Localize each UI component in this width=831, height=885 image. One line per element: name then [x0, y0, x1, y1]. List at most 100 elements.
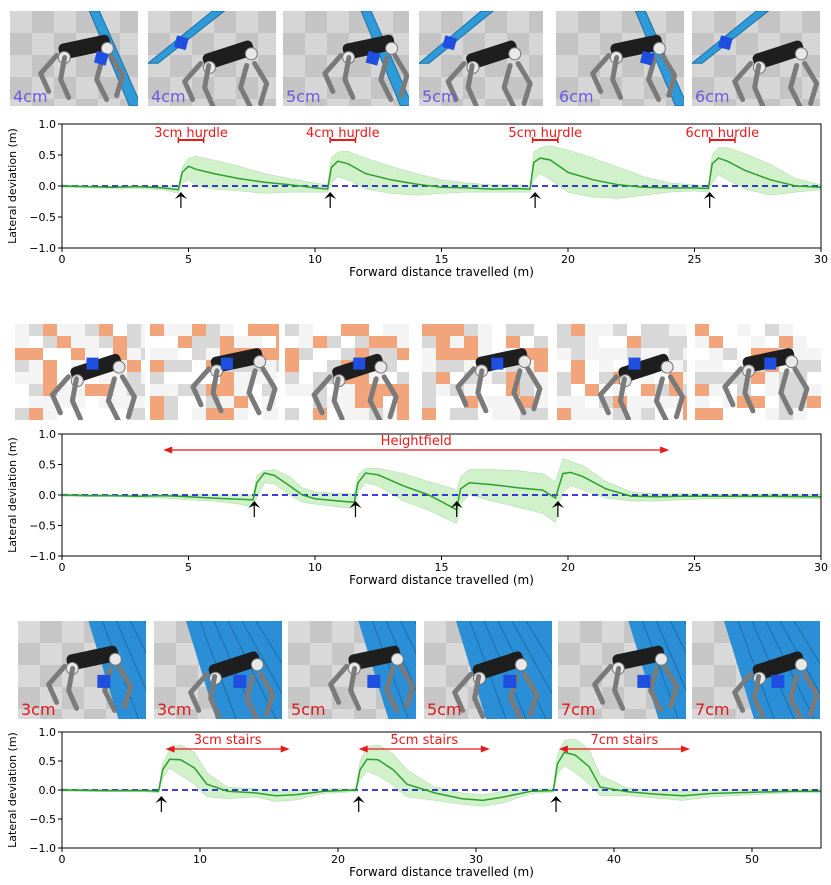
line-chart: 3cm stairs 5cm stairs 7cm stairs 0 10 20 30 40 5… — [6, 726, 822, 879]
robot-dog-stairs-icon — [154, 621, 282, 719]
x-tick-label: 30 — [814, 253, 828, 266]
x-tick-label: 25 — [688, 253, 702, 266]
y-tick-label: −0.5 — [29, 520, 56, 533]
x-axis-label: Forward distance travelled (m) — [349, 573, 534, 587]
annotation-label: 3cm stairs — [194, 733, 262, 748]
thumbnail-caption: 5cm — [422, 87, 457, 106]
y-axis-label: Lateral deviation (m) — [6, 128, 19, 244]
x-tick-label: 10 — [308, 561, 322, 574]
thumbnail-caption: 3cm — [21, 700, 56, 719]
push-arrow-icon — [551, 501, 564, 517]
annotation-label: 6cm hurdle — [685, 126, 759, 141]
terrain-annotation: 7cm stairs — [558, 733, 690, 753]
scene-thumbnail: 4cm — [10, 11, 138, 106]
x-tick-label: 5 — [185, 253, 192, 266]
y-tick-label: −1.0 — [29, 242, 56, 255]
x-tick-label: 15 — [435, 253, 449, 266]
robot-dog-hurdle-icon — [283, 11, 409, 106]
x-axis-label: Forward distance travelled (m) — [349, 265, 534, 279]
line-chart: Heightfield 0 5 10 15 20 25 30 −1.0 −0.5 0.0 0.5 1.0… — [6, 428, 828, 587]
thumbnail-caption: 7cm — [561, 700, 596, 719]
robot-dog-icon — [452, 651, 540, 719]
x-tick-label: 20 — [331, 853, 345, 866]
terrain-annotation: 4cm hurdle — [306, 126, 380, 143]
annotation-label: 7cm stairs — [590, 733, 658, 748]
robot-dog-icon — [590, 34, 678, 102]
y-tick-label: 1.0 — [39, 118, 57, 131]
terrain-annotation: 6cm hurdle — [685, 126, 759, 143]
thumbnail-caption: 4cm — [13, 87, 48, 106]
y-tick-label: −1.0 — [29, 842, 56, 855]
annotation-label: 5cm stairs — [390, 733, 458, 748]
scene-thumbnail: 5cm — [283, 11, 409, 106]
robot-dog-icon — [732, 651, 820, 719]
scene-thumbnail: 4cm — [148, 11, 276, 106]
scene-thumbnail — [150, 324, 279, 420]
x-tick-label: 40 — [607, 853, 621, 866]
robot-dog-hurdle-icon — [556, 11, 684, 106]
push-arrow-icon — [324, 192, 337, 208]
scene-thumbnail: 5cm — [288, 621, 416, 719]
y-axis-label: Lateral deviation (m) — [6, 437, 19, 553]
push-arrow-icon — [248, 501, 261, 517]
x-tick-label: 30 — [469, 853, 483, 866]
push-arrow-icon — [349, 501, 362, 517]
x-tick-label: 30 — [814, 561, 828, 574]
x-tick-label: 0 — [59, 853, 66, 866]
push-arrow-icon — [529, 192, 542, 208]
mean-deviation-line — [61, 751, 821, 802]
thumbnail-caption: 3cm — [157, 700, 192, 719]
robot-dog-icon — [322, 34, 409, 102]
robot-dog-stairs-icon — [558, 621, 686, 719]
push-arrow-icon — [155, 796, 168, 812]
y-tick-label: −0.5 — [29, 813, 56, 826]
robot-dog-heightfield-icon — [422, 324, 548, 420]
robot-dog-hurdle-icon — [148, 11, 276, 106]
robot-dog-heightfield-icon — [150, 324, 279, 420]
robot-dog-icon — [182, 40, 270, 106]
scene-thumbnail — [422, 324, 548, 420]
robot-dog-stairs-icon — [18, 621, 146, 719]
robot-dog-hurdle-icon — [419, 11, 543, 106]
y-tick-label: 1.0 — [39, 428, 57, 441]
robot-dog-heightfield-icon — [557, 324, 687, 420]
y-tick-label: 0.5 — [39, 755, 57, 768]
robot-dog-hurdle-icon — [10, 11, 138, 106]
thumbnail-caption: 6cm — [559, 87, 594, 106]
push-arrow-icon — [703, 192, 716, 208]
y-tick-label: 1.0 — [39, 726, 57, 739]
y-axis-label: Lateral deviation (m) — [6, 732, 19, 848]
annotation-label: 5cm hurdle — [508, 126, 582, 141]
line-chart: 3cm hurdle 4cm hurdle 5cm hurdle 6cm hurdle… — [6, 118, 828, 279]
terrain-annotation: 3cm stairs — [165, 733, 290, 753]
thumbnail-caption: 5cm — [427, 700, 462, 719]
scene-thumbnail: 3cm — [154, 621, 282, 719]
terrain-annotation: 5cm stairs — [358, 733, 490, 753]
y-tick-label: −0.5 — [29, 211, 56, 224]
x-tick-label: 5 — [185, 561, 192, 574]
robot-dog-icon — [732, 40, 820, 106]
annotation-label: 4cm hurdle — [306, 126, 380, 141]
thumbnail-caption: 7cm — [695, 700, 730, 719]
y-tick-label: 0.0 — [39, 180, 57, 193]
robot-dog-icon — [592, 645, 680, 713]
scene-thumbnail: 5cm — [424, 621, 552, 719]
x-tick-label: 25 — [688, 561, 702, 574]
push-arrow-icon — [174, 192, 187, 208]
scene-thumbnail: 7cm — [692, 621, 820, 719]
robot-dog-stairs-icon — [424, 621, 552, 719]
mean-deviation-line — [61, 471, 822, 511]
annotation-label: 3cm hurdle — [154, 126, 228, 141]
y-tick-label: 0.5 — [39, 149, 57, 162]
x-tick-label: 10 — [193, 853, 207, 866]
y-tick-label: 0.5 — [39, 459, 57, 472]
push-arrow-icon — [550, 796, 563, 812]
x-tick-label: 50 — [745, 853, 759, 866]
x-tick-label: 0 — [59, 253, 66, 266]
robot-dog-heightfield-icon — [15, 324, 145, 420]
robot-dog-icon — [188, 651, 276, 719]
y-tick-label: 0.0 — [39, 489, 57, 502]
robot-dog-icon — [597, 353, 685, 420]
thumbnail-caption: 5cm — [291, 700, 326, 719]
